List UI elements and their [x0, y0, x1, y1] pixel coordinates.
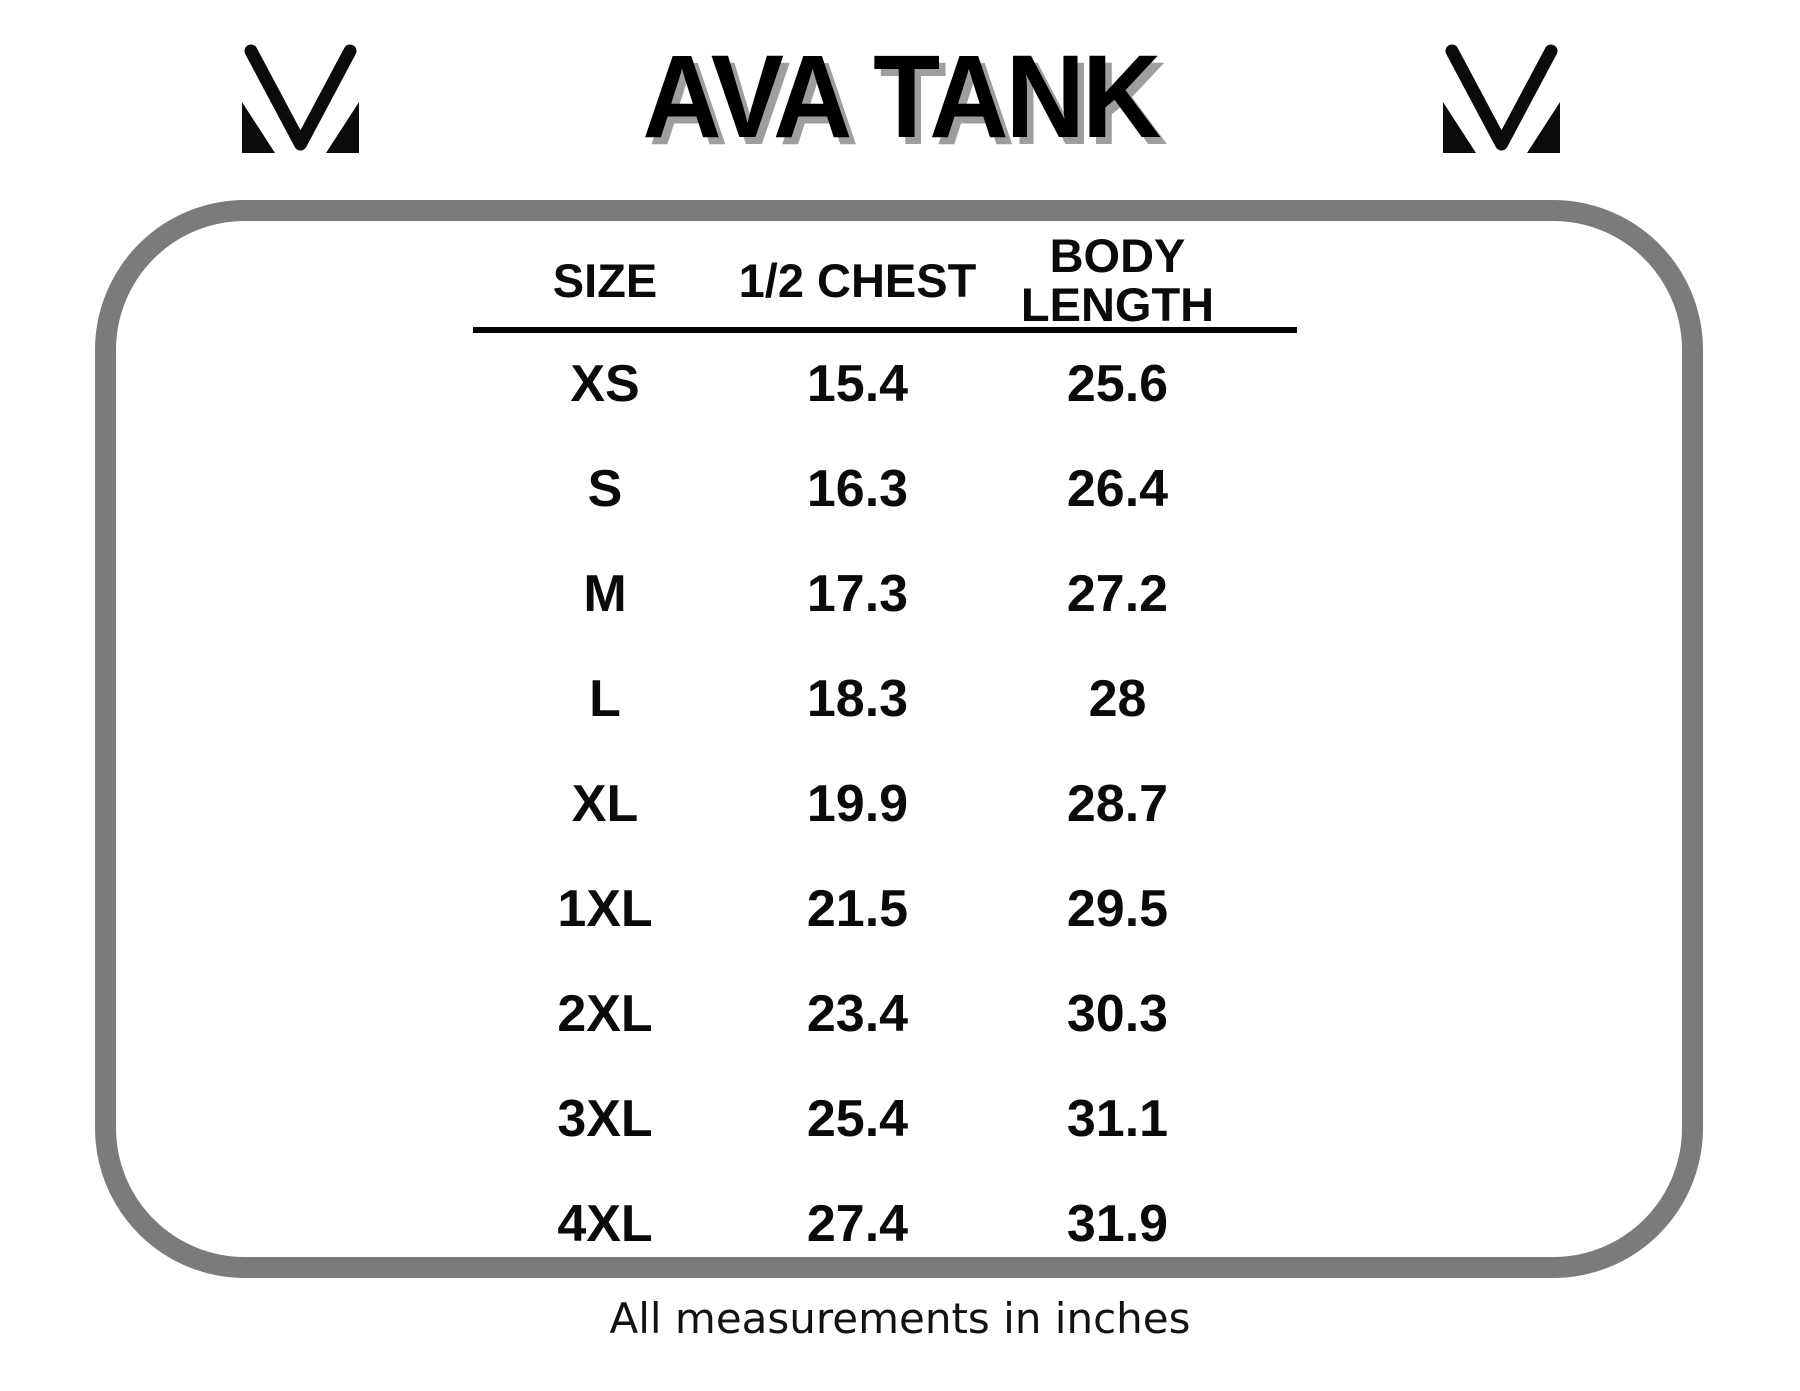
chart-frame-border — [95, 200, 1703, 1278]
size-table-header: SIZE 1/2 CHEST BODY LENGTH — [480, 228, 1250, 332]
half-chest-cell: 17.3 — [806, 564, 909, 623]
body-length-cell: 31.9 — [1066, 1194, 1169, 1253]
half-chest-cell: 27.4 — [806, 1194, 909, 1253]
size-cell: XS — [570, 354, 640, 413]
half-chest-cell: 15.4 — [806, 354, 909, 413]
body-length-cell: 29.5 — [1066, 879, 1169, 938]
size-table-body: XS 15.4 25.6 S 16.3 26.4 M 17.3 27.2 L 1… — [480, 331, 1250, 1276]
measurements-note: All measurements in inches — [609, 1294, 1191, 1343]
half-chest-cell: 19.9 — [806, 774, 909, 833]
page-title: AVA TANK — [0, 38, 1800, 192]
size-cell: XL — [571, 774, 639, 833]
half-chest-cell: 16.3 — [806, 459, 909, 518]
body-length-cell: 31.1 — [1066, 1089, 1169, 1148]
mv-logo-icon — [242, 42, 359, 153]
column-header-body-length-line1: BODY — [1049, 229, 1186, 282]
half-chest-cell: 18.3 — [806, 669, 909, 728]
size-cell: 3XL — [557, 1089, 653, 1148]
size-cell: L — [589, 669, 621, 728]
mv-logo-icon — [1443, 42, 1560, 153]
size-cell: 2XL — [557, 984, 653, 1043]
column-header-size: SIZE — [552, 253, 658, 307]
column-header-body-length-line2: LENGTH — [1020, 278, 1215, 331]
page-title-text: AVA TANK — [641, 31, 1161, 163]
size-cell: 1XL — [557, 879, 653, 938]
body-length-cell: 28.7 — [1066, 774, 1169, 833]
size-cell: M — [583, 564, 627, 623]
half-chest-cell: 23.4 — [806, 984, 909, 1043]
body-length-cell: 27.2 — [1066, 564, 1169, 623]
size-cell: 4XL — [557, 1194, 653, 1253]
body-length-cell: 25.6 — [1066, 354, 1169, 413]
header-underline — [473, 327, 1297, 333]
half-chest-cell: 21.5 — [806, 879, 909, 938]
column-header-body-length: BODY LENGTH — [985, 231, 1250, 329]
body-length-cell: 26.4 — [1066, 459, 1169, 518]
body-length-cell: 28 — [1088, 669, 1147, 728]
column-header-half-chest: 1/2 CHEST — [738, 253, 977, 307]
half-chest-cell: 25.4 — [806, 1089, 909, 1148]
size-cell: S — [587, 459, 623, 518]
body-length-cell: 30.3 — [1066, 984, 1169, 1043]
